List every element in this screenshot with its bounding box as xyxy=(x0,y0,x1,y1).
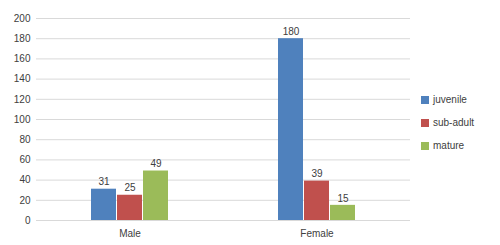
svg-text:80: 80 xyxy=(19,134,31,145)
svg-text:160: 160 xyxy=(14,53,31,64)
svg-text:180: 180 xyxy=(283,26,300,37)
svg-text:49: 49 xyxy=(150,158,162,169)
html-text:sub-adult: sub-adult xyxy=(433,117,475,128)
svg-text:200: 200 xyxy=(14,13,31,24)
html-text:juvenile: juvenile xyxy=(433,94,467,105)
svg-text:120: 120 xyxy=(14,94,31,105)
svg-text:15: 15 xyxy=(337,193,349,204)
svg-text:60: 60 xyxy=(19,154,31,165)
svg-text:31: 31 xyxy=(98,176,110,187)
svg-text:140: 140 xyxy=(14,73,31,84)
svg-text:20: 20 xyxy=(19,195,31,206)
svg-text:Female: Female xyxy=(300,228,334,239)
svg-text:39: 39 xyxy=(311,168,323,179)
svg-text:Male: Male xyxy=(119,228,141,239)
svg-text:0: 0 xyxy=(25,215,31,226)
svg-text:25: 25 xyxy=(124,182,136,193)
svg-text:100: 100 xyxy=(14,114,31,125)
svg-text:180: 180 xyxy=(14,33,31,44)
html-text:mature: mature xyxy=(433,140,465,151)
svg-text:40: 40 xyxy=(19,174,31,185)
